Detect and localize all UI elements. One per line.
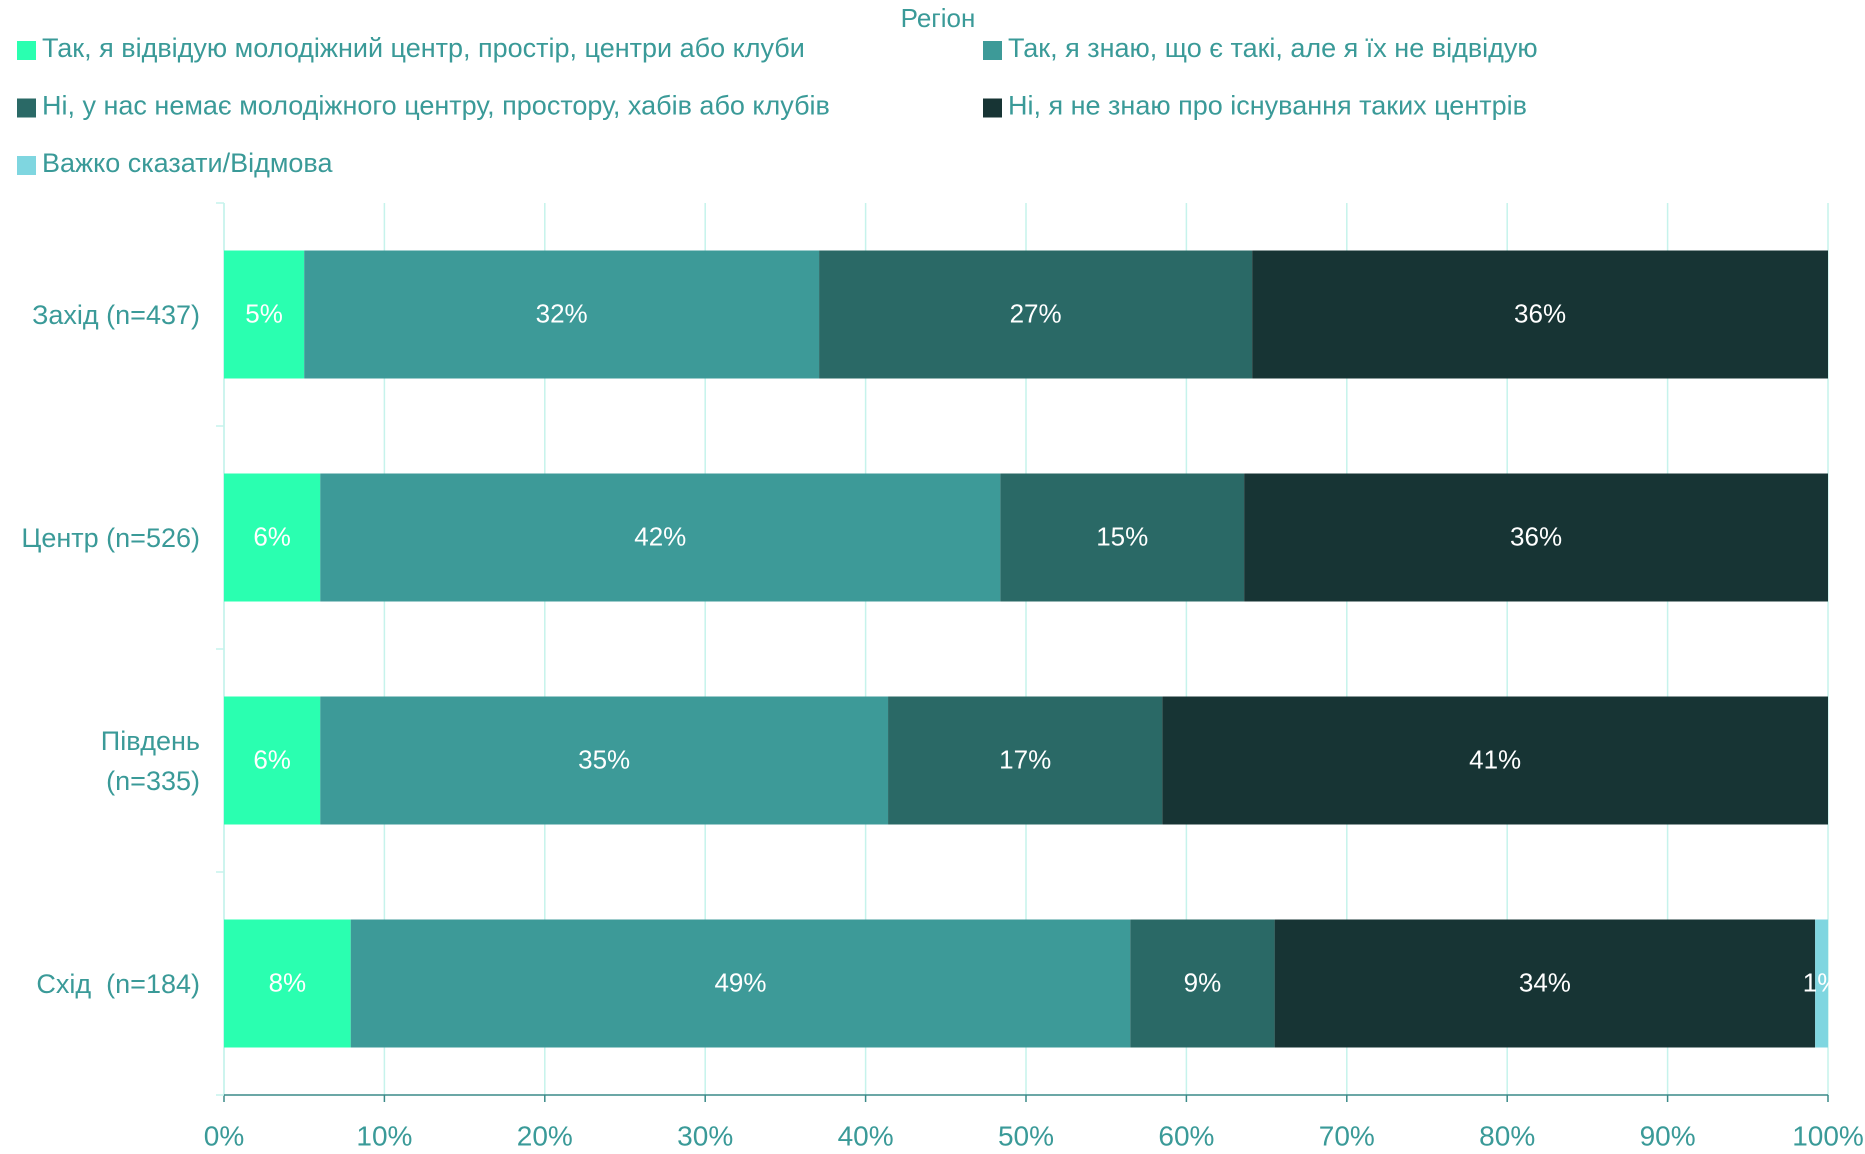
x-tick-label: 60%: [1158, 1120, 1214, 1151]
data-label: 8%: [269, 967, 307, 997]
legend-swatch: [17, 41, 36, 60]
data-label: 15%: [1096, 521, 1148, 551]
bar-segment: [320, 696, 889, 825]
bar-segment: [224, 473, 321, 602]
data-label: 32%: [536, 298, 588, 328]
legend-label: Важко сказати/Відмова: [42, 148, 333, 178]
bar-segment: [819, 250, 1253, 379]
y-tick-label: Захід (n=437): [32, 299, 200, 330]
data-label: 9%: [1184, 967, 1222, 997]
bar-segment: [224, 250, 305, 379]
legend-swatch: [17, 156, 36, 175]
data-label: 27%: [1010, 298, 1062, 328]
bar-segment: [1815, 919, 1828, 1048]
y-tick-label: Схід (n=184): [36, 968, 200, 999]
data-label: 1%: [1803, 967, 1841, 997]
y-tick-label: Південь (n=335): [100, 725, 208, 796]
x-tick-label: 50%: [998, 1120, 1054, 1151]
x-tick-label: 80%: [1479, 1120, 1535, 1151]
data-label: 42%: [634, 521, 686, 551]
data-label: 34%: [1519, 967, 1571, 997]
legend-label: Ні, я не знаю про існування таких центрі…: [1008, 91, 1527, 121]
x-tick-label: 70%: [1319, 1120, 1375, 1151]
legend-label: Так, я відвідую молодіжний центр, прості…: [42, 33, 805, 63]
legend-title: Регіон: [901, 3, 976, 33]
x-tick-label: 40%: [838, 1120, 894, 1151]
data-label: 36%: [1514, 298, 1566, 328]
bar-segment: [320, 473, 1001, 602]
bar-segment: [888, 696, 1163, 825]
bar-segment: [1252, 250, 1828, 379]
x-tick-label: 10%: [356, 1120, 412, 1151]
legend-swatch: [983, 41, 1002, 60]
data-label: 49%: [714, 967, 766, 997]
x-tick-label: 20%: [517, 1120, 573, 1151]
bar-segment: [304, 250, 820, 379]
legend-swatch: [983, 98, 1002, 118]
data-label: 36%: [1510, 521, 1562, 551]
data-label: 17%: [999, 744, 1051, 774]
x-tick-label: 100%: [1792, 1120, 1864, 1151]
legend-label: Так, я знаю, що є такі, але я їх не відв…: [1008, 33, 1538, 63]
legend-swatch: [17, 98, 36, 118]
bar-segment: [1244, 473, 1828, 602]
x-tick-label: 30%: [677, 1120, 733, 1151]
bar-segment: [224, 696, 321, 825]
bar-segment: [1274, 919, 1816, 1048]
bar-segment: [1130, 919, 1275, 1048]
x-tick-label: 0%: [204, 1120, 244, 1151]
data-label: 6%: [253, 521, 291, 551]
bar-segment: [350, 919, 1131, 1048]
bar-segment: [224, 919, 351, 1048]
bar-segment: [1000, 473, 1245, 602]
x-tick-label: 90%: [1640, 1120, 1696, 1151]
y-tick-label: Центр (n=526): [21, 522, 200, 553]
data-label: 35%: [578, 744, 630, 774]
data-label: 41%: [1469, 744, 1521, 774]
data-label: 5%: [245, 298, 283, 328]
bar-segment: [1162, 696, 1828, 825]
data-label: 6%: [253, 744, 291, 774]
legend-label: Ні, у нас немає молодіжного центру, прос…: [42, 91, 830, 121]
